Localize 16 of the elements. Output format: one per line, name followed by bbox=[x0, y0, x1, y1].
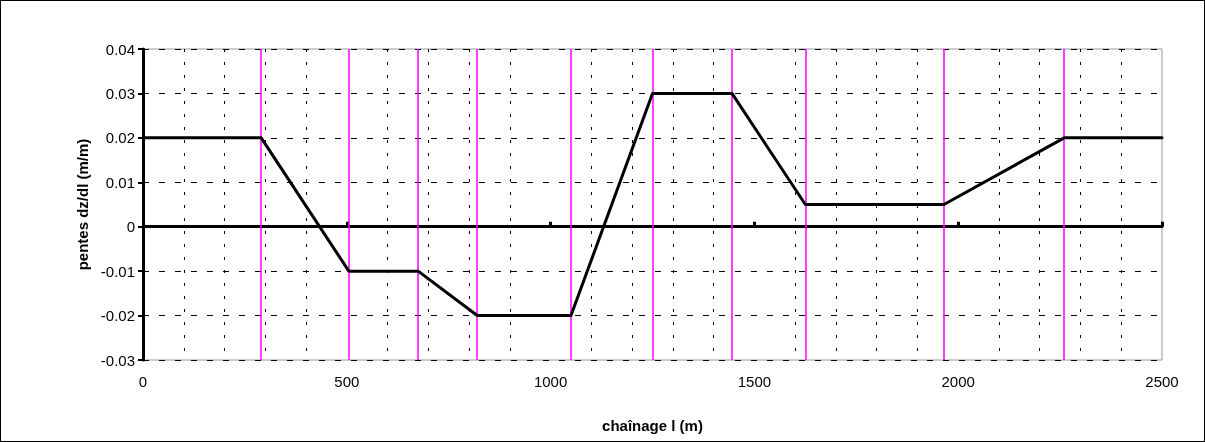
x-tick-label: 2500 bbox=[1145, 373, 1179, 390]
y-tick-label: 0.02 bbox=[105, 129, 135, 147]
y-tick-label: -0.01 bbox=[100, 262, 135, 280]
y-tick-label: 0.04 bbox=[105, 40, 135, 58]
x-axis-title: chaînage l (m) bbox=[602, 417, 703, 434]
x-tick-label: 1000 bbox=[533, 373, 568, 390]
y-axis-title: pentes dz/dl (m/m) bbox=[73, 138, 91, 271]
y-tick-label: 0 bbox=[126, 218, 135, 236]
x-tick-label: 500 bbox=[334, 373, 360, 390]
y-tick-label: 0.03 bbox=[105, 84, 135, 102]
x-tick-label: 2000 bbox=[941, 373, 975, 390]
y-tick-label: -0.02 bbox=[100, 307, 135, 325]
x-tick-label: 0 bbox=[138, 373, 148, 390]
y-tick-label: 0.01 bbox=[105, 173, 135, 191]
y-tick-label: -0.03 bbox=[100, 351, 135, 369]
x-tick-label: 1500 bbox=[737, 373, 772, 390]
